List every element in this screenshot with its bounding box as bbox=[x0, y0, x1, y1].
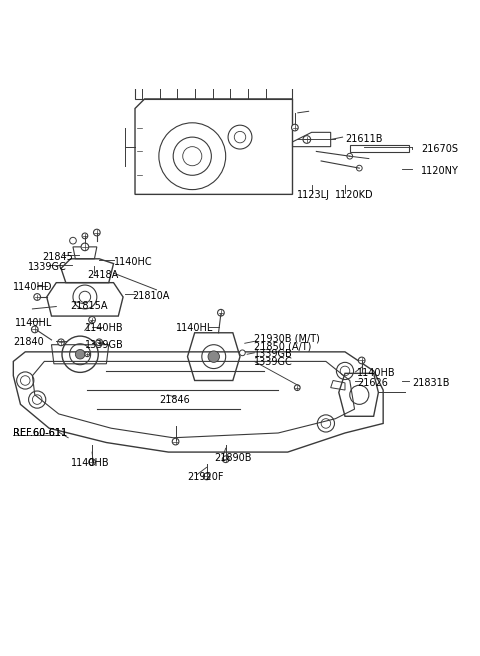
Circle shape bbox=[82, 233, 88, 239]
Text: 1140HD: 1140HD bbox=[13, 283, 53, 293]
Text: 1140HL: 1140HL bbox=[176, 323, 213, 333]
Circle shape bbox=[75, 350, 85, 359]
Circle shape bbox=[294, 385, 300, 390]
Circle shape bbox=[172, 438, 179, 445]
Circle shape bbox=[222, 456, 229, 462]
Circle shape bbox=[89, 459, 96, 466]
Text: 21850 (A/T): 21850 (A/T) bbox=[254, 341, 312, 351]
Text: 1339GB: 1339GB bbox=[85, 340, 124, 350]
Text: 1140HB: 1140HB bbox=[71, 458, 109, 468]
Circle shape bbox=[96, 339, 103, 346]
Text: 1140HB: 1140HB bbox=[85, 323, 123, 333]
Text: 1339GC: 1339GC bbox=[254, 358, 293, 367]
Circle shape bbox=[32, 326, 38, 333]
Text: 21810A: 21810A bbox=[132, 291, 170, 300]
Circle shape bbox=[85, 352, 90, 357]
Text: 21845: 21845 bbox=[42, 253, 73, 262]
Circle shape bbox=[89, 317, 96, 323]
Text: 1140HB: 1140HB bbox=[357, 368, 396, 379]
Text: 21930B (M/T): 21930B (M/T) bbox=[254, 333, 320, 344]
Circle shape bbox=[240, 350, 245, 356]
Circle shape bbox=[208, 351, 219, 362]
Text: 21831B: 21831B bbox=[412, 378, 449, 388]
Text: 1140HC: 1140HC bbox=[114, 257, 152, 267]
Text: 21846: 21846 bbox=[159, 394, 190, 405]
Text: 1339GC: 1339GC bbox=[28, 262, 66, 272]
Text: 21626: 21626 bbox=[357, 378, 388, 388]
Text: REF.60-611: REF.60-611 bbox=[13, 428, 68, 438]
Text: 1120NY: 1120NY bbox=[421, 165, 459, 176]
Text: 1123LJ: 1123LJ bbox=[297, 190, 330, 200]
Circle shape bbox=[34, 294, 40, 300]
Text: 1140HL: 1140HL bbox=[15, 318, 52, 328]
Text: 21890B: 21890B bbox=[214, 453, 251, 462]
Text: 21670S: 21670S bbox=[421, 144, 458, 154]
Text: 1120KD: 1120KD bbox=[336, 190, 374, 200]
Bar bbox=[350, 145, 409, 152]
Circle shape bbox=[81, 243, 89, 251]
Circle shape bbox=[291, 124, 298, 131]
Circle shape bbox=[303, 136, 311, 143]
Circle shape bbox=[217, 310, 224, 316]
Text: 21815A: 21815A bbox=[71, 301, 108, 311]
Text: 21840: 21840 bbox=[13, 337, 44, 347]
Circle shape bbox=[347, 154, 353, 159]
Text: 1339GB: 1339GB bbox=[254, 349, 293, 359]
Text: REF.60-611: REF.60-611 bbox=[13, 428, 68, 438]
Circle shape bbox=[203, 473, 210, 480]
Text: 2418A: 2418A bbox=[87, 270, 119, 279]
Circle shape bbox=[94, 229, 100, 236]
Circle shape bbox=[357, 165, 362, 171]
Circle shape bbox=[58, 339, 64, 346]
Circle shape bbox=[359, 357, 365, 364]
Bar bbox=[135, 87, 292, 99]
Text: 21920F: 21920F bbox=[188, 472, 224, 482]
Text: 21611B: 21611B bbox=[345, 134, 383, 144]
